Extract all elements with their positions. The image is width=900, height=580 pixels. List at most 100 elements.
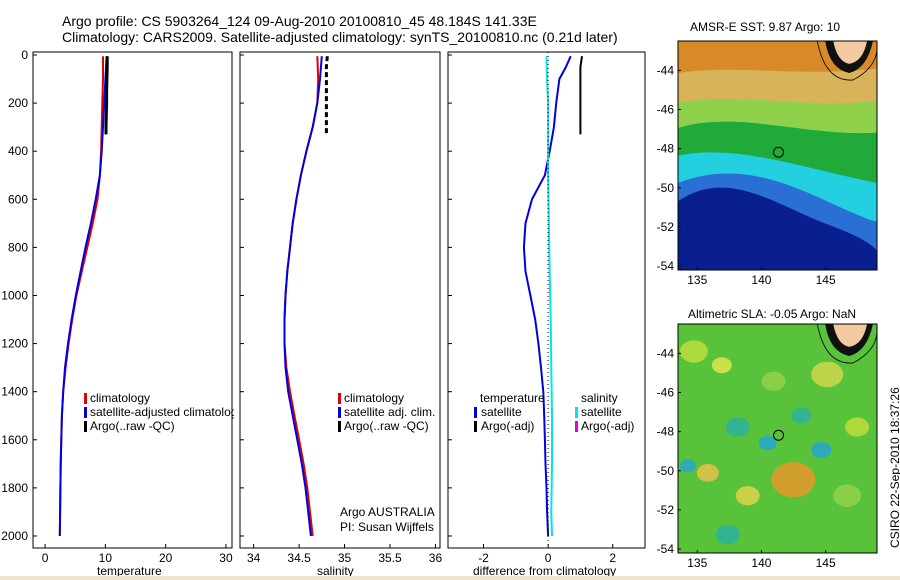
legend-diff-salinity-header: salinity	[581, 391, 618, 405]
sla-anomaly-blob-14	[845, 417, 870, 437]
legend-swatch-1	[84, 407, 87, 418]
sla-map-y-tick-label-3: -50	[657, 464, 675, 478]
legend-swatch-8	[575, 407, 578, 418]
sla-map-y-tick-label-1: -46	[657, 386, 675, 400]
sst-map-argo-location-marker	[773, 146, 785, 158]
sla-anomaly-blob-6	[791, 407, 812, 424]
sla-map-y-tick-label-5: -54	[657, 542, 675, 556]
legend-sal-satellite-label: satellite adj. clim.	[344, 405, 436, 419]
x-tick-label-1-4: 36	[429, 551, 443, 565]
legend-diff-temperature-header: temperature	[480, 391, 545, 405]
legend-temp-satellite-label: satellite-adjusted climatology	[90, 405, 234, 419]
x-axis-label-temperature: temperature	[97, 564, 162, 578]
sla-anomaly-blob-1	[711, 357, 732, 374]
sla-anomaly-blob-4	[725, 417, 750, 437]
y-tick-label-2: 400	[8, 144, 28, 158]
sla-map-x-tick-label-1: 140	[751, 556, 771, 570]
sla-anomaly-blob-12	[811, 441, 832, 458]
legend-swatch-0	[84, 393, 87, 404]
y-tick-label-4: 800	[8, 240, 28, 254]
x-tick-label-1-1: 34.5	[287, 551, 311, 565]
sst-map-x-tick-label-1: 140	[751, 273, 771, 287]
sla-map-y-tick-label-4: -52	[657, 503, 675, 517]
x-tick-label-2-1: 0	[545, 551, 552, 565]
legend-diff-sal-satellite-label: satellite	[581, 405, 622, 419]
sla-map-group	[677, 323, 878, 554]
sla-anomaly-blob-11	[833, 484, 862, 507]
x-tick-label-0-2: 20	[159, 551, 173, 565]
sst-map-land-fill	[833, 41, 868, 64]
sla-anomaly-blob-2	[761, 371, 786, 391]
legend-swatch-2	[84, 421, 87, 432]
sla-map-y-tick-label-0: -44	[657, 346, 675, 360]
plot-frame-0	[32, 51, 233, 549]
legend-temp-argo-label: Argo(..raw -QC)	[90, 419, 175, 433]
sst-map-field	[678, 41, 877, 270]
sst-map-y-tick-label-5: -54	[657, 259, 675, 273]
sla-anomaly-blob-9	[771, 462, 816, 498]
y-tick-label-10: 2000	[1, 529, 28, 543]
sst-map-title: AMSR-E SST: 9.87 Argo: 10	[690, 20, 841, 34]
sst-map-frame	[677, 40, 878, 271]
sst-map-y-tick-label-0: -44	[657, 63, 675, 77]
x-tick-label-2-0: -2	[478, 551, 489, 565]
y-tick-label-9: 1800	[1, 481, 28, 495]
sla-map-x-tick-label-0: 135	[687, 556, 707, 570]
sla-green-background	[678, 324, 877, 553]
legend-swatch-3	[338, 393, 341, 404]
y-tick-label-1: 200	[8, 96, 28, 110]
legend-swatch-6	[474, 407, 477, 418]
y-tick-label-8: 1600	[1, 433, 28, 447]
series-line-1-1	[283, 56, 323, 537]
legend-sal-climatology-label: climatology	[344, 391, 405, 405]
legend-temp-climatology-label: climatology	[90, 391, 151, 405]
legend-swatch-5	[338, 421, 341, 432]
sst-map-y-tick-label-4: -52	[657, 220, 675, 234]
legend-sal-argo-label: Argo(..raw -QC)	[344, 419, 429, 433]
y-tick-label-6: 1200	[1, 337, 28, 351]
x-tick-label-0-1: 10	[99, 551, 113, 565]
series-line-2-1	[545, 56, 553, 537]
sla-map-land-fill	[833, 324, 868, 347]
x-tick-label-1-0: 34	[247, 551, 261, 565]
sla-map-y-tick-label-2: -48	[657, 425, 675, 439]
plot-frame-1	[239, 51, 441, 549]
x-tick-label-2-2: 2	[609, 551, 616, 565]
legend-diff-temp-argo-label: Argo(-adj)	[481, 419, 535, 433]
y-tick-label-7: 1400	[1, 385, 28, 399]
sst-map-x-tick-label-2: 145	[816, 273, 836, 287]
y-tick-label-5: 1000	[1, 288, 28, 302]
sst-map-group	[677, 40, 878, 271]
figure-title-line-1: Argo profile: CS 5903264_124 09-Aug-2010…	[62, 13, 537, 29]
sla-anomaly-blob-3	[811, 361, 844, 388]
series-line-0-0	[58, 56, 104, 537]
sla-anomaly-blob-10	[735, 486, 760, 506]
legend-swatch-7	[474, 421, 477, 432]
series-line-0-1	[58, 56, 108, 537]
series-line-0-2	[104, 56, 109, 135]
legend-swatch-9	[575, 421, 578, 432]
sla-anomaly-blob-8	[679, 459, 696, 473]
x-axis-label-difference: difference from climatology	[473, 564, 617, 578]
sst-map-coast-contour	[816, 41, 877, 81]
sla-anomaly-blob-0	[679, 340, 708, 363]
sla-map-x-tick-label-2: 145	[816, 556, 836, 570]
sla-map-coast-contour	[816, 324, 877, 364]
sst-map-y-tick-label-1: -46	[657, 103, 675, 117]
argo-australia-annotation: Argo AUSTRALIA	[340, 505, 435, 519]
bottom-border-band	[0, 576, 900, 580]
y-tick-label-0: 0	[21, 48, 28, 62]
sla-map-field	[678, 324, 877, 553]
sla-anomaly-blob-7	[696, 464, 719, 482]
x-tick-label-0-3: 30	[219, 551, 233, 565]
legend-diff-sal-argo-label: Argo(-adj)	[581, 419, 635, 433]
series-line-1-2	[324, 56, 329, 135]
sla-anomaly-blob-13	[715, 525, 740, 545]
figure-title-line-2: Climatology: CARS2009. Satellite-adjuste…	[62, 29, 618, 45]
sla-map-title: Altimetric SLA: -0.05 Argo: NaN	[688, 307, 857, 321]
csiro-credit: CSIRO 22-Sep-2010 18:37:26	[888, 387, 900, 548]
x-tick-label-1-2: 35	[338, 551, 352, 565]
sla-map-frame	[677, 323, 878, 554]
sla-anomaly-blob-5	[758, 435, 777, 451]
y-tick-label-3: 600	[8, 192, 28, 206]
